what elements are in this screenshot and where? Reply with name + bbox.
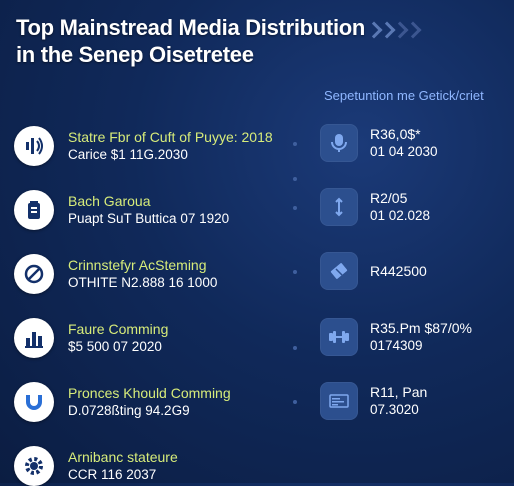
list-item-left-6: Arnibanc stateure CCR 116 2037 <box>14 446 178 486</box>
microphone-icon <box>320 124 358 162</box>
item-value: $5 500 07 2020 <box>68 338 162 354</box>
dumbbell-icon <box>320 318 358 356</box>
item-date: 07.3020 <box>370 401 419 417</box>
item-date: 0174309 <box>370 337 423 353</box>
title-line-2: in the Senep Oisetretee <box>16 42 254 67</box>
item-value: OTHITE N2.888 16 1000 <box>68 274 218 290</box>
divider-dot <box>293 142 297 146</box>
divider-dot <box>293 400 297 404</box>
speaker-sound-icon <box>14 126 54 166</box>
list-item-left-5: Pronces Khould Comming D.0728ßting 94.2G… <box>14 382 231 422</box>
item-value: R2/05 <box>370 189 408 206</box>
list-item-right-4: R35.Pm $87/0% 0174309 <box>320 318 472 356</box>
list-item-right-5: R11, Pan 07.3020 <box>320 382 427 420</box>
item-value: Puapt SuT Buttica 07 1920 <box>68 210 230 226</box>
gear-icon <box>14 446 54 486</box>
list-item-left-3: Crinnstefyr AcSteming OTHITE N2.888 16 1… <box>14 254 217 294</box>
divider-dot <box>293 270 297 274</box>
divider-dot <box>293 346 297 350</box>
item-title: Crinnstefyr AcSteming <box>68 256 207 273</box>
item-value: R11, Pan <box>370 383 428 400</box>
item-value: D.0728ßting 94.2G9 <box>68 402 190 418</box>
item-value: Carice $1 11G.2030 <box>68 146 188 162</box>
item-title: Arnibanc stateure <box>68 448 178 465</box>
item-date: 01 02.028 <box>370 207 431 223</box>
divider-dot <box>293 206 297 210</box>
item-title: Pronces Khould Comming <box>68 384 231 401</box>
list-item-left-1: Statre Fbr of Cuft of Puyye: 2018 Carice… <box>14 126 273 166</box>
title-line-1: Top Mainstread Media Distribution <box>16 15 366 40</box>
card-icon <box>320 382 358 420</box>
bar-chart-icon <box>14 318 54 358</box>
item-title: Faure Comming <box>68 320 169 337</box>
right-column-header: Sepetuntion me Getick/criet <box>324 88 484 103</box>
list-item-right-3: R442500 <box>320 252 427 290</box>
no-entry-icon <box>14 254 54 294</box>
item-value: CCR 116 2037 <box>68 466 157 482</box>
item-title: Bach Garoua <box>68 192 151 209</box>
page-title: Top Mainstread Media Distribution in the… <box>16 14 365 68</box>
list-item-right-2: R2/05 01 02.028 <box>320 188 430 226</box>
list-item-left-4: Faure Comming $5 500 07 2020 <box>14 318 168 358</box>
magnet-icon <box>14 382 54 422</box>
item-value: R442500 <box>370 262 427 279</box>
item-value: R36,0$* <box>370 125 421 142</box>
item-value: R35.Pm $87/0% <box>370 319 472 336</box>
item-title: Statre Fbr of Cuft of Puyye: 2018 <box>68 128 273 145</box>
divider-dot <box>293 177 297 181</box>
battery-icon <box>14 190 54 230</box>
ticket-icon <box>320 252 358 290</box>
list-item-right-1: R36,0$* 01 04 2030 <box>320 124 438 162</box>
item-date: 01 04 2030 <box>370 143 438 159</box>
chevrons-decoration <box>365 21 422 39</box>
list-item-left-2: Bach Garoua Puapt SuT Buttica 07 1920 <box>14 190 229 230</box>
antenna-icon <box>320 188 358 226</box>
